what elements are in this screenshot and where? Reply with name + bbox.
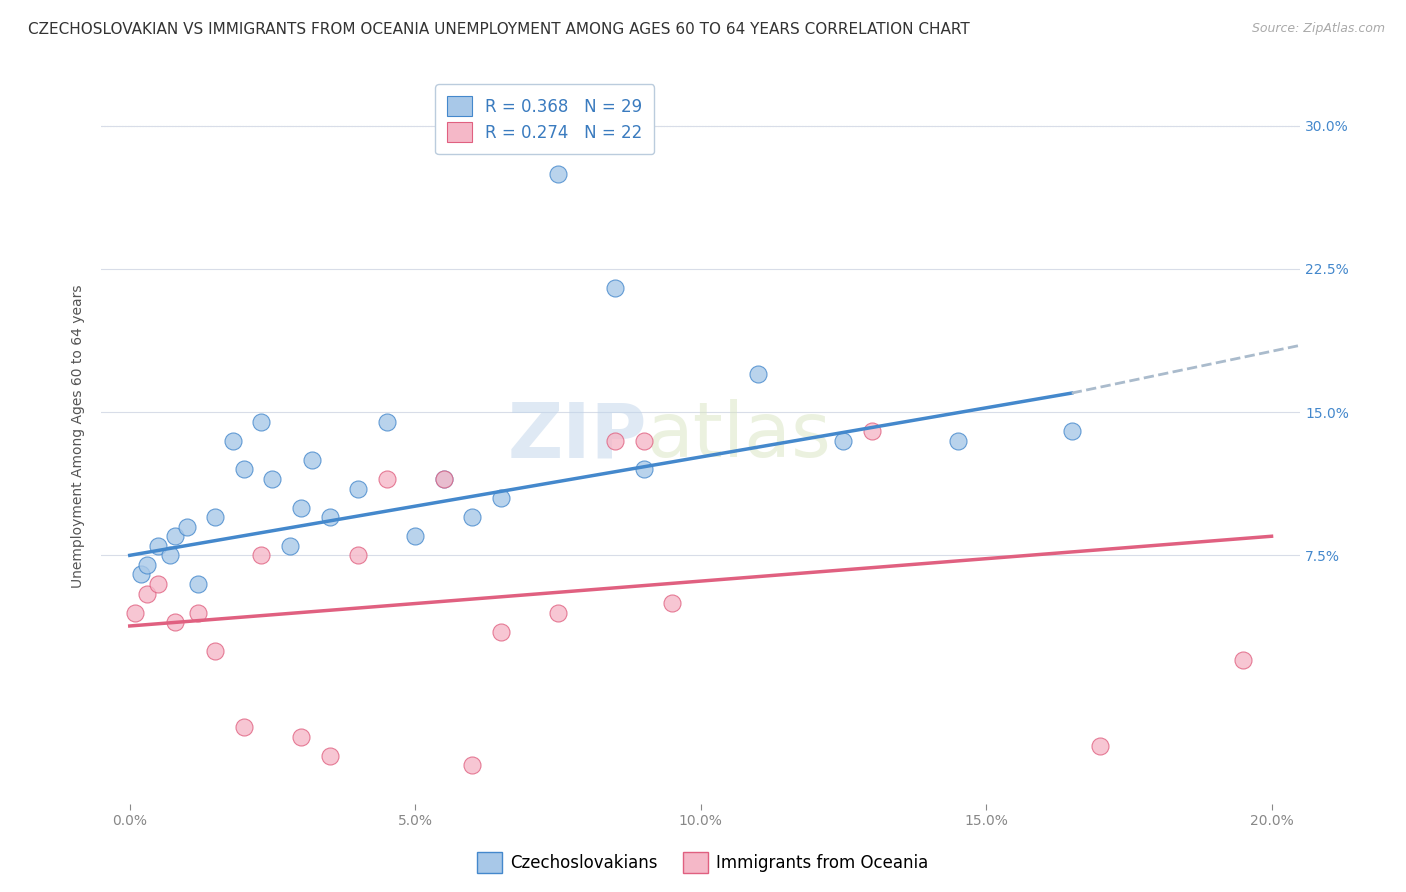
Point xyxy=(347,549,370,563)
Point xyxy=(318,510,340,524)
Point xyxy=(187,577,209,591)
Point xyxy=(290,730,312,744)
Point xyxy=(129,567,152,582)
Legend: Czechoslovakians, Immigrants from Oceania: Czechoslovakians, Immigrants from Oceani… xyxy=(471,846,935,880)
Point xyxy=(603,281,626,295)
Point xyxy=(832,434,855,448)
Point xyxy=(159,549,181,563)
Point xyxy=(603,434,626,448)
Point xyxy=(489,491,512,505)
Point xyxy=(148,539,170,553)
Point xyxy=(1232,653,1254,667)
Point xyxy=(946,434,969,448)
Point xyxy=(165,529,187,543)
Point xyxy=(433,472,456,486)
Point xyxy=(124,606,146,620)
Legend: R = 0.368   N = 29, R = 0.274   N = 22: R = 0.368 N = 29, R = 0.274 N = 22 xyxy=(436,84,654,154)
Point xyxy=(221,434,243,448)
Point xyxy=(148,577,170,591)
Point xyxy=(404,529,426,543)
Point xyxy=(135,558,157,572)
Point xyxy=(250,549,273,563)
Point xyxy=(232,720,254,734)
Point xyxy=(489,624,512,639)
Point xyxy=(661,596,683,610)
Point xyxy=(250,415,273,429)
Point xyxy=(204,644,226,658)
Point xyxy=(204,510,226,524)
Point xyxy=(860,424,883,438)
Point xyxy=(187,606,209,620)
Point xyxy=(547,606,569,620)
Point xyxy=(301,453,323,467)
Point xyxy=(135,586,157,600)
Point xyxy=(347,482,370,496)
Point xyxy=(290,500,312,515)
Point xyxy=(1060,424,1083,438)
Point xyxy=(262,472,284,486)
Point xyxy=(747,367,769,381)
Point xyxy=(461,510,484,524)
Point xyxy=(165,615,187,629)
Text: Source: ZipAtlas.com: Source: ZipAtlas.com xyxy=(1251,22,1385,36)
Text: atlas: atlas xyxy=(647,399,831,473)
Point xyxy=(232,462,254,476)
Point xyxy=(633,462,655,476)
Point xyxy=(318,748,340,763)
Point xyxy=(461,758,484,772)
Point xyxy=(176,519,198,533)
Point xyxy=(278,539,301,553)
Text: ZIP: ZIP xyxy=(508,399,647,473)
Point xyxy=(375,415,398,429)
Y-axis label: Unemployment Among Ages 60 to 64 years: Unemployment Among Ages 60 to 64 years xyxy=(72,285,86,588)
Point xyxy=(1090,739,1112,754)
Point xyxy=(433,472,456,486)
Point xyxy=(547,167,569,181)
Text: CZECHOSLOVAKIAN VS IMMIGRANTS FROM OCEANIA UNEMPLOYMENT AMONG AGES 60 TO 64 YEAR: CZECHOSLOVAKIAN VS IMMIGRANTS FROM OCEAN… xyxy=(28,22,970,37)
Point xyxy=(375,472,398,486)
Point xyxy=(633,434,655,448)
